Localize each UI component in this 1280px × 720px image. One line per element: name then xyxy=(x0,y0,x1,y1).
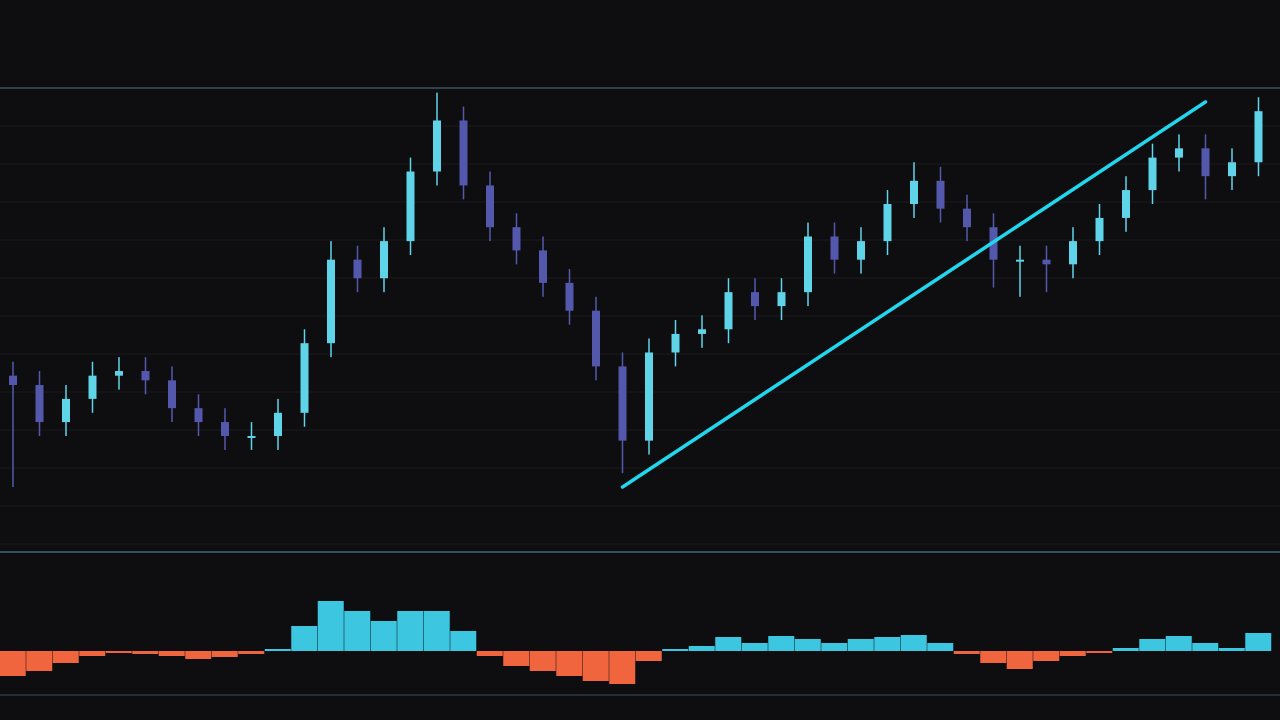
histogram-bar xyxy=(768,636,795,651)
candle-body xyxy=(1201,148,1210,177)
histogram-bar xyxy=(1165,636,1192,651)
candle-body xyxy=(1228,162,1236,177)
histogram-bar xyxy=(715,637,742,651)
candle-body xyxy=(777,292,786,307)
candle-body xyxy=(724,292,733,330)
candle-body xyxy=(88,375,97,399)
candle-body xyxy=(194,408,203,423)
candle-body xyxy=(9,375,17,385)
histogram-bar xyxy=(980,651,1007,663)
histogram-bar xyxy=(1139,639,1166,651)
histogram-bar xyxy=(529,651,556,671)
candle-body xyxy=(327,259,335,344)
candle-body xyxy=(1016,259,1024,262)
histogram-bar xyxy=(1086,651,1113,653)
histogram-bar xyxy=(26,651,53,671)
histogram-bar xyxy=(609,651,636,684)
candle-body xyxy=(274,412,282,436)
candle-body xyxy=(618,366,627,441)
histogram-bar xyxy=(1033,651,1060,661)
candle-body xyxy=(910,180,918,204)
histogram-bar xyxy=(211,651,238,657)
histogram-bar xyxy=(423,611,450,651)
candle-body xyxy=(247,436,256,438)
candle-body xyxy=(433,120,441,172)
histogram-bar xyxy=(291,626,318,651)
candle-body xyxy=(857,241,865,260)
histogram-bar xyxy=(635,651,662,661)
histogram-bar xyxy=(582,651,609,681)
candle-body xyxy=(936,180,945,209)
candle-body xyxy=(1042,259,1051,265)
background-rows xyxy=(0,125,1280,545)
histogram-bar xyxy=(1245,633,1272,651)
histogram-bar xyxy=(794,639,821,651)
histogram-bar xyxy=(450,631,477,651)
histogram-bar xyxy=(185,651,212,659)
histogram-bar xyxy=(132,651,159,654)
candle-body xyxy=(1254,111,1263,163)
histogram-bar xyxy=(953,651,980,654)
candle-body xyxy=(62,398,70,423)
candle-body xyxy=(1175,148,1183,158)
candle-body xyxy=(1095,217,1104,242)
histogram-bar xyxy=(874,637,901,651)
histogram-bar xyxy=(105,651,132,653)
candle-body xyxy=(221,422,229,436)
candle-body xyxy=(565,282,574,311)
candle-body xyxy=(698,329,706,334)
histogram-bar xyxy=(1059,651,1086,656)
histogram-bar xyxy=(556,651,583,676)
histogram-bar xyxy=(397,611,424,651)
histogram-bar xyxy=(741,643,768,651)
candle-body xyxy=(1122,190,1130,218)
candle-body xyxy=(1069,241,1077,265)
histogram-bar xyxy=(79,651,106,656)
histogram-bar xyxy=(264,649,291,651)
histogram-bar xyxy=(238,651,265,654)
histogram-bar xyxy=(52,651,79,663)
candle-body xyxy=(963,208,971,228)
histogram-bar xyxy=(503,651,530,666)
histogram-bar xyxy=(847,639,874,651)
candle-body xyxy=(830,236,839,260)
histogram-bar xyxy=(0,651,26,676)
histogram-bar xyxy=(1006,651,1033,669)
candle-body xyxy=(168,380,176,409)
candle-body xyxy=(512,227,521,251)
candle-body xyxy=(592,310,600,367)
histogram-bar xyxy=(476,651,503,656)
candle-body xyxy=(539,250,547,283)
candle-body xyxy=(486,185,494,228)
histogram-bar xyxy=(317,601,344,651)
histogram-bar xyxy=(821,643,848,651)
candle-body xyxy=(115,371,123,376)
histogram-bar xyxy=(344,611,371,651)
candle-body xyxy=(353,259,362,279)
candle-body xyxy=(380,241,388,279)
candle-body xyxy=(751,292,759,307)
candle-body xyxy=(645,352,653,441)
candle-body xyxy=(804,236,812,293)
candle-body xyxy=(35,384,44,423)
candle-body xyxy=(883,204,892,242)
histogram-bar xyxy=(1112,648,1139,651)
histogram-bar xyxy=(1218,648,1245,651)
histogram-bar xyxy=(158,651,185,656)
candle-body xyxy=(406,171,415,242)
candle-body xyxy=(671,333,680,353)
candle-body xyxy=(300,343,309,413)
candle-body xyxy=(141,371,150,381)
candle-body xyxy=(1148,157,1157,191)
histogram-bar xyxy=(370,621,397,651)
trendline xyxy=(620,100,1208,489)
histogram-bar xyxy=(662,649,689,651)
histogram-bar xyxy=(688,646,715,651)
histogram-bar xyxy=(1192,643,1219,651)
candle-body xyxy=(459,120,468,186)
histogram-bar xyxy=(927,643,954,651)
histogram-bar xyxy=(900,635,927,651)
